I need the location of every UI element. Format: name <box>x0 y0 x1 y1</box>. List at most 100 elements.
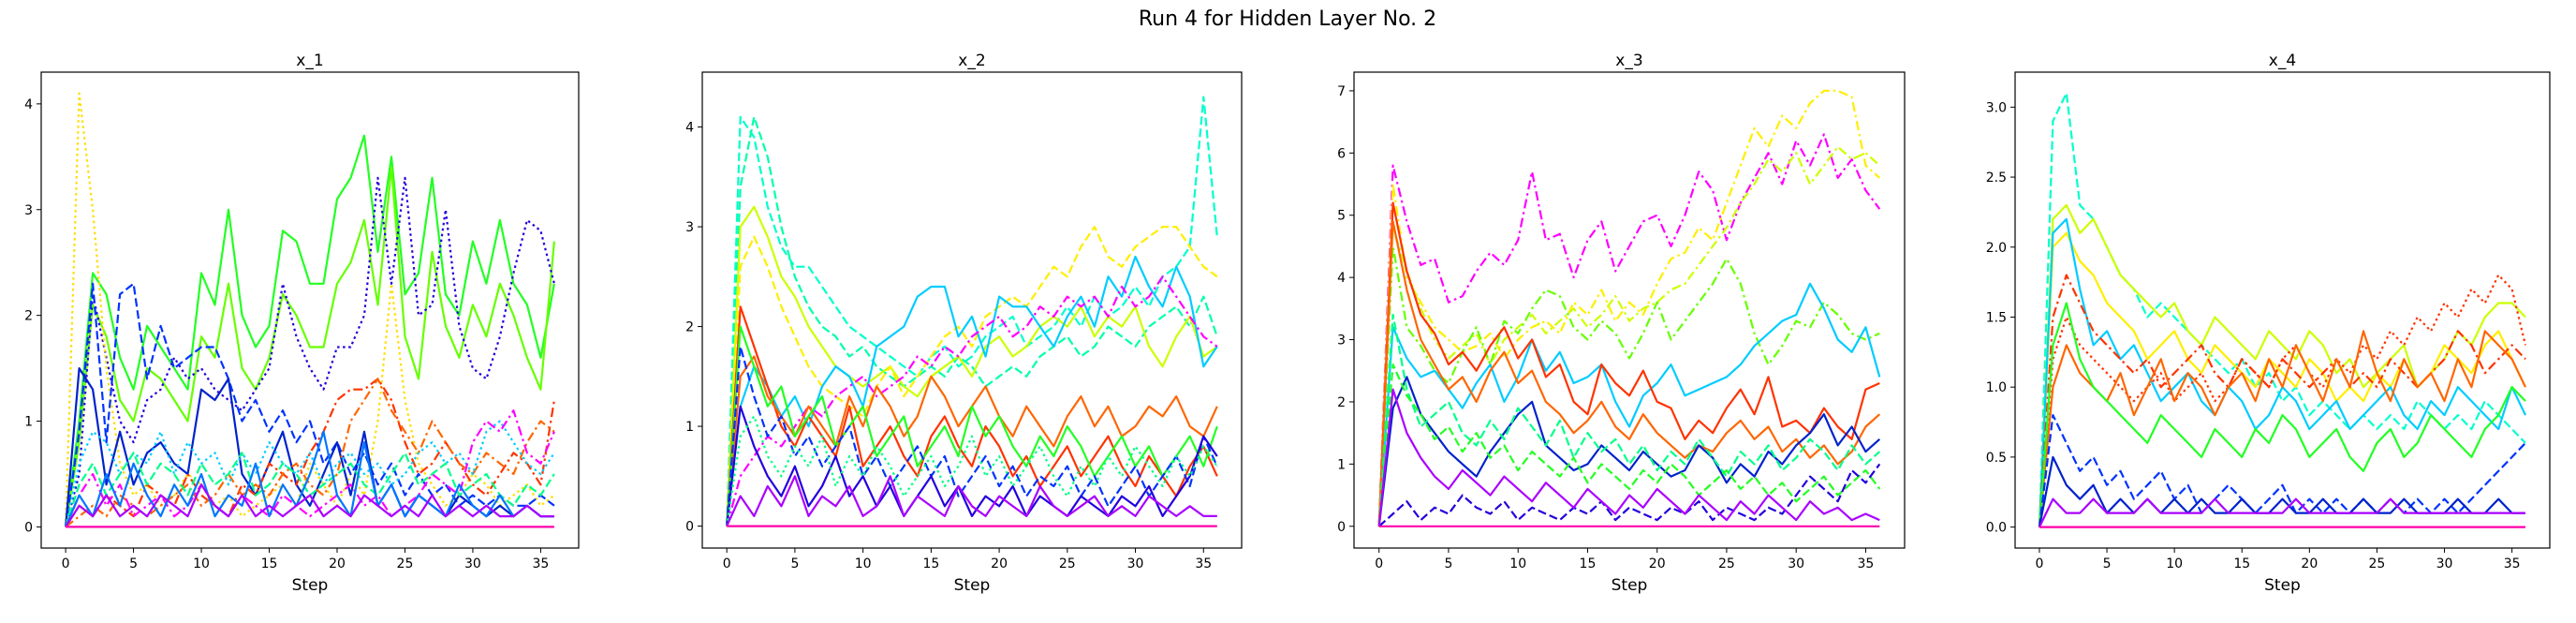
y-tick-label: 0 <box>1337 520 1346 535</box>
series-line-3 <box>65 176 555 527</box>
x-tick-label: 30 <box>1788 556 1804 571</box>
x-tick-label: 15 <box>2233 556 2250 571</box>
series-group <box>726 96 1218 527</box>
series-line-9 <box>65 420 555 527</box>
plot-frame <box>701 71 1243 549</box>
y-tick-label: 2.0 <box>1986 241 2007 256</box>
x-tick-label: 20 <box>329 556 346 571</box>
series-line-11 <box>726 405 1218 527</box>
y-tick-label: 1 <box>24 415 33 430</box>
series-group <box>1377 89 1881 527</box>
x-tick-label: 35 <box>533 556 550 571</box>
series-line-9 <box>726 325 1218 527</box>
x-tick-label: 25 <box>1718 556 1735 571</box>
y-tick-label: 2.5 <box>1986 171 2007 185</box>
x-tick-label: 35 <box>2504 556 2521 571</box>
figure-title: Run 4 for Hidden Layer No. 2 <box>1139 7 1436 31</box>
plot-frame <box>40 71 580 549</box>
subplot-title: x_4 <box>2269 52 2296 70</box>
series-line-8 <box>726 355 1218 527</box>
x-tick-label: 15 <box>1580 556 1597 571</box>
y-tick-label: 7 <box>1337 84 1346 99</box>
series-line-5 <box>726 255 1218 527</box>
series-line-13 <box>726 475 1217 527</box>
series-line-2 <box>1377 89 1881 527</box>
x-tick-label: 20 <box>2301 556 2318 571</box>
series-line-11 <box>2039 497 2525 528</box>
x-axis-label: Step <box>2264 576 2301 595</box>
series-line-7 <box>2038 330 2526 527</box>
series-line-2 <box>65 166 555 527</box>
series-line-9 <box>2038 414 2526 527</box>
plot-frame <box>2014 71 2551 549</box>
series-line-3 <box>2038 231 2526 527</box>
series-line-1 <box>726 96 1218 527</box>
y-tick-label: 2 <box>24 309 33 324</box>
x-tick-label: 30 <box>464 556 481 571</box>
plot-frame <box>1353 71 1906 549</box>
y-tick-label: 5 <box>1337 209 1346 224</box>
series-line-11 <box>1377 463 1881 527</box>
x-tick-label: 30 <box>2436 556 2453 571</box>
series-line-5 <box>1377 282 1881 527</box>
series-line-2 <box>726 115 1218 527</box>
y-tick-label: 0 <box>685 520 694 535</box>
series-line-12 <box>726 415 1218 527</box>
x-tick-label: 25 <box>1059 556 1076 571</box>
y-tick-label: 0.5 <box>1986 451 2007 466</box>
series-line-6 <box>1377 201 1880 527</box>
x-tick-label: 15 <box>922 556 939 571</box>
subplot-2: 0 5 10 15 20 25 30 35 0 1 2 3 4 x_2 Step <box>685 52 1243 595</box>
y-tick-label: 3 <box>24 203 33 218</box>
series-group <box>2038 92 2527 528</box>
subplot-title: x_1 <box>296 52 323 70</box>
y-tick-label: 3 <box>685 220 694 235</box>
y-tick-label: 1 <box>685 420 694 435</box>
y-tick-label: 3 <box>1337 334 1346 349</box>
x-tick-label: 5 <box>790 556 799 571</box>
x-tick-label: 20 <box>1649 556 1666 571</box>
series-line-1 <box>65 134 555 527</box>
y-tick-label: 1.0 <box>1986 380 2007 395</box>
y-tick-label: 2 <box>1337 395 1346 410</box>
x-tick-label: 10 <box>855 556 872 571</box>
series-line-3 <box>1377 145 1881 527</box>
y-tick-label: 6 <box>1337 146 1346 161</box>
x-tick-label: 10 <box>1509 556 1526 571</box>
y-tick-label: 4 <box>685 121 694 136</box>
y-tick-label: 4 <box>1337 271 1346 286</box>
x-tick-label: 0 <box>62 556 70 571</box>
series-line-9 <box>1377 313 1881 527</box>
series-line-10 <box>65 409 555 527</box>
series-line-4 <box>65 92 555 527</box>
series-line-5 <box>2038 274 2526 527</box>
x-tick-label: 30 <box>1127 556 1144 571</box>
x-tick-label: 10 <box>193 556 210 571</box>
series-line-10 <box>726 345 1218 527</box>
x-tick-label: 0 <box>723 556 731 571</box>
series-line-10 <box>2038 455 2525 527</box>
series-line-6 <box>2038 274 2527 527</box>
x-tick-label: 25 <box>397 556 414 571</box>
subplot-title: x_3 <box>1615 52 1642 70</box>
subplot-title: x_2 <box>958 52 985 70</box>
x-tick-label: 35 <box>1858 556 1875 571</box>
series-line-8 <box>2038 302 2526 527</box>
series-line-4 <box>726 226 1218 527</box>
series-line-7 <box>1377 220 1881 527</box>
series-group <box>65 92 555 528</box>
x-tick-label: 35 <box>1195 556 1212 571</box>
y-tick-label: 1.5 <box>1986 310 2007 325</box>
series-line-5 <box>65 282 555 527</box>
x-tick-label: 10 <box>2166 556 2183 571</box>
series-line-1 <box>1377 133 1881 527</box>
series-line-8 <box>1377 376 1881 527</box>
x-axis-label: Step <box>292 576 329 595</box>
x-tick-label: 5 <box>1445 556 1453 571</box>
x-tick-label: 0 <box>2035 556 2043 571</box>
x-tick-label: 20 <box>991 556 1008 571</box>
y-tick-label: 0.0 <box>1986 521 2007 536</box>
x-tick-label: 0 <box>1375 556 1383 571</box>
